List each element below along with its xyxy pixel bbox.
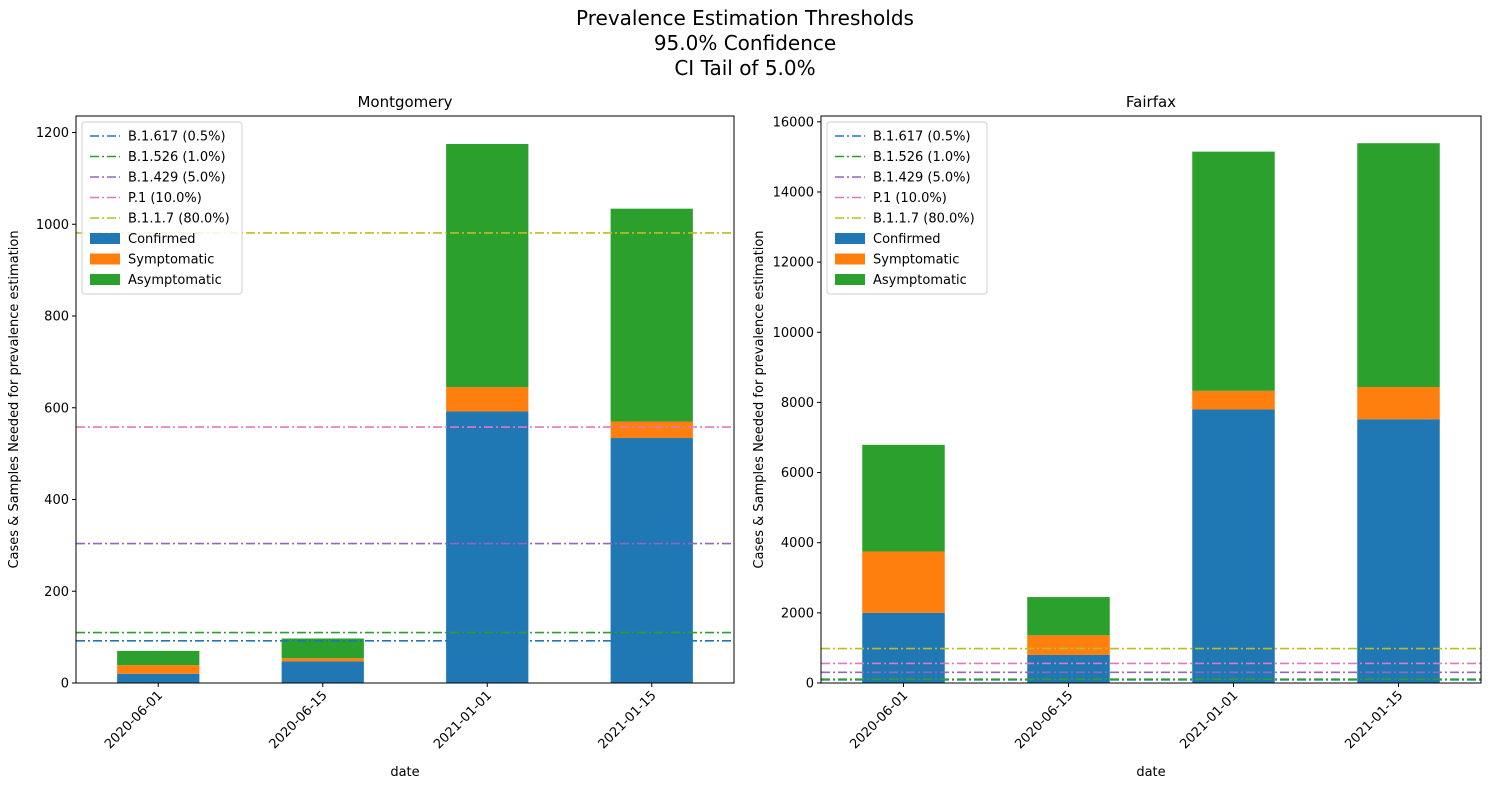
legend-frame xyxy=(826,121,988,295)
y-tick-label: 12000 xyxy=(773,256,814,271)
legend-label: Symptomatic xyxy=(128,253,214,268)
bar-asymptomatic-2021-01-01 xyxy=(446,143,529,388)
bar-confirmed-2021-01-15 xyxy=(1357,419,1440,683)
bar-confirmed-2020-06-15 xyxy=(1027,654,1110,683)
bar-symptomatic-2020-06-15 xyxy=(281,658,364,662)
bar-asymptomatic-2020-06-15 xyxy=(1027,597,1110,636)
x-tick-label: 2020-06-01 xyxy=(102,688,166,752)
legend-swatch-bar xyxy=(90,233,120,244)
legend-swatch-bar xyxy=(835,253,865,265)
bar-confirmed-2020-06-01 xyxy=(117,673,200,683)
figure-title-line-2: 95.0% Confidence xyxy=(653,31,837,55)
figure-title-line-1: Prevalence Estimation Thresholds xyxy=(576,6,914,30)
x-tick-label: 2021-01-15 xyxy=(596,688,660,752)
figure-title: Prevalence Estimation Thresholds 95.0% C… xyxy=(0,6,1490,81)
bar-asymptomatic-2021-01-15 xyxy=(610,208,693,422)
legend-swatch-bar xyxy=(90,274,120,285)
y-tick-label: 200 xyxy=(44,585,69,600)
y-tick-label: 14000 xyxy=(773,185,814,200)
subplot-title: Montgomery xyxy=(357,93,452,111)
y-tick-label: 0 xyxy=(806,677,814,692)
legend: B.1.617 (0.5%) B.1.526 (1.0%) B.1.429 (5.0… xyxy=(81,121,243,295)
legend-label: B.1.526 (1.0%) xyxy=(873,150,971,165)
y-tick-label: 10000 xyxy=(773,326,814,341)
bar-confirmed-2021-01-01 xyxy=(446,411,529,683)
subplot-montgomery: 0 200 400 600 800 1000 1200 2020-06-01 2020-06-1… xyxy=(7,93,735,780)
x-tick-label: 2020-06-15 xyxy=(1012,688,1076,752)
bar-asymptomatic-2020-06-01 xyxy=(117,650,200,666)
legend-label: P.1 (10.0%) xyxy=(128,191,202,206)
subplot-title: Fairfax xyxy=(1126,93,1176,111)
bar-confirmed-2021-01-01 xyxy=(1192,409,1275,683)
y-tick-label: 1000 xyxy=(36,218,69,233)
bar-symptomatic-2021-01-01 xyxy=(446,387,529,412)
legend-label: B.1.1.7 (80.0%) xyxy=(128,212,230,227)
y-tick-label: 8000 xyxy=(781,396,814,411)
legend-frame xyxy=(81,121,243,295)
legend-label: B.1.526 (1.0%) xyxy=(128,150,226,165)
bar-symptomatic-2020-06-15 xyxy=(1027,635,1110,655)
y-tick-label: 4000 xyxy=(781,536,814,551)
axes-frame xyxy=(820,115,1482,684)
legend-label: Confirmed xyxy=(873,232,941,247)
y-axis-label: Cases & Samples Needed for prevalence es… xyxy=(752,230,767,568)
bar-symptomatic-2021-01-15 xyxy=(1357,386,1440,420)
legend-label: B.1.617 (0.5%) xyxy=(873,130,971,145)
x-axis-label: date xyxy=(1136,765,1165,780)
x-axis-label: date xyxy=(390,765,419,780)
bar-confirmed-2020-06-15 xyxy=(281,661,364,683)
bar-symptomatic-2020-06-01 xyxy=(117,665,200,674)
bar-asymptomatic-2021-01-15 xyxy=(1357,143,1440,387)
legend-label: B.1.1.7 (80.0%) xyxy=(873,212,975,227)
bar-asymptomatic-2020-06-01 xyxy=(862,444,945,552)
legend-label: B.1.429 (5.0%) xyxy=(128,171,226,186)
legend-label: Asymptomatic xyxy=(128,273,222,288)
axes-frame xyxy=(75,115,735,684)
y-tick-label: 800 xyxy=(44,310,69,325)
subplot-fairfax: 0 2000 4000 6000 8000 10000 12000 14000 16000 202… xyxy=(752,93,1482,780)
legend-swatch-bar xyxy=(835,233,865,244)
legend-swatch-bar xyxy=(90,253,120,265)
y-tick-label: 2000 xyxy=(781,606,814,621)
y-tick-label: 1200 xyxy=(36,126,69,141)
bar-confirmed-2021-01-15 xyxy=(610,438,693,683)
y-tick-label: 6000 xyxy=(781,466,814,481)
y-axis-label: Cases & Samples Needed for prevalence es… xyxy=(7,230,22,568)
x-tick-label: 2020-06-01 xyxy=(847,688,911,752)
legend-swatch-bar xyxy=(835,274,865,285)
x-tick-label: 2021-01-01 xyxy=(1177,688,1241,752)
legend-label: Symptomatic xyxy=(873,253,959,268)
legend-label: B.1.617 (0.5%) xyxy=(128,130,226,145)
x-tick-label: 2020-06-15 xyxy=(267,688,331,752)
bar-symptomatic-2020-06-01 xyxy=(862,551,945,613)
bar-asymptomatic-2021-01-01 xyxy=(1192,151,1275,391)
legend-label: P.1 (10.0%) xyxy=(873,191,947,206)
figure-title-line-3: CI Tail of 5.0% xyxy=(674,56,816,80)
y-tick-label: 400 xyxy=(44,493,69,508)
y-tick-label: 16000 xyxy=(773,115,814,130)
bar-symptomatic-2021-01-15 xyxy=(610,421,693,439)
x-tick-label: 2021-01-15 xyxy=(1342,688,1406,752)
legend-label: Asymptomatic xyxy=(873,273,967,288)
bar-asymptomatic-2020-06-15 xyxy=(281,638,364,659)
legend: B.1.617 (0.5%) B.1.526 (1.0%) B.1.429 (5.0… xyxy=(826,121,988,295)
x-tick-label: 2021-01-01 xyxy=(431,688,495,752)
y-tick-label: 0 xyxy=(61,677,69,692)
bar-symptomatic-2021-01-01 xyxy=(1192,390,1275,410)
legend-label: Confirmed xyxy=(128,232,196,247)
y-tick-label: 600 xyxy=(44,401,69,416)
legend-label: B.1.429 (5.0%) xyxy=(873,171,971,186)
